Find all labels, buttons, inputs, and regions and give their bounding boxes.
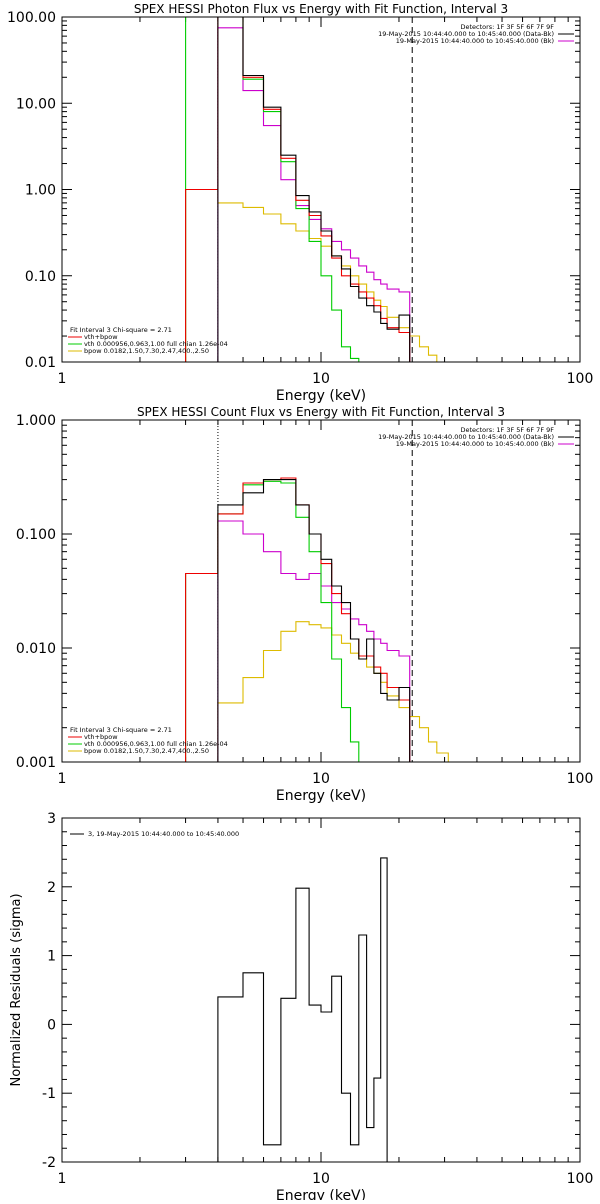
y-tick-label: 0.010: [16, 641, 56, 657]
series-bk: [217, 520, 411, 762]
plot-frame: [61, 419, 581, 763]
chart-title: SPEX HESSI Photon Flux vs Energy with Fi…: [134, 2, 508, 16]
legend-fit-entry: Fit Interval 3 Chi-square = 2.71: [70, 726, 172, 734]
series-total: [185, 17, 411, 362]
series-data: [217, 17, 411, 362]
legend-top-entry: 19-May-2015 10:44:40.000 to 10:45:40.000…: [396, 440, 554, 448]
y-tick-label: 0.01: [25, 355, 56, 371]
x-tick-label: 100: [567, 771, 594, 787]
legend-top-entry: 19-May-2015 10:44:40.000 to 10:45:40.000…: [378, 30, 554, 38]
y-tick-label: 10.00: [16, 96, 56, 112]
x-tick-label: 10: [312, 371, 330, 387]
y-tick-label: 100.00: [7, 10, 56, 26]
y-tick-label: 3: [47, 811, 56, 827]
series-vth: [185, 480, 360, 762]
x-tick-label: 100: [567, 1171, 594, 1187]
y-axis-label: Normalized Residuals (sigma): [9, 893, 24, 1086]
series-total: [185, 477, 411, 762]
x-tick-label: 100: [567, 371, 594, 387]
chart-panel-3: 1 10 100 Energy (keV) -2 -1 0 1 2 3 Normalized Res…: [9, 811, 594, 1204]
y-tick-label: 1.00: [25, 183, 56, 199]
chart-panel-1: SPEX HESSI Photon Flux vs Energy with Fi…: [7, 2, 593, 404]
x-axis-label: Energy (keV): [276, 788, 366, 804]
chart-title: SPEX HESSI Count Flux vs Energy with Fit…: [137, 405, 505, 419]
series-bpow: [217, 621, 459, 762]
series-bk: [217, 27, 411, 362]
y-tick-label: -1: [42, 1086, 56, 1102]
x-axis-label: Energy (keV): [276, 1188, 366, 1200]
chart-panel-2: SPEX HESSI Count Flux vs Energy with Fit…: [16, 405, 593, 804]
x-tick-label: 1: [58, 1171, 67, 1187]
series-data: [217, 857, 410, 1162]
series-data: [217, 479, 411, 762]
y-tick-label: 0.100: [16, 527, 56, 543]
legend-top-entry: Detectors: 1F 3F 5F 6F 7F 9F: [460, 426, 554, 434]
x-tick-label: 1: [58, 371, 67, 387]
legend-top-entry: 19-May-2015 10:44:40.000 to 10:45:40.000…: [378, 433, 554, 441]
y-tick-label: 1.000: [16, 413, 56, 429]
legend-fit-entry: vth 0.000956,0.963,1.00 full chian 1.26e…: [84, 740, 228, 748]
plot-frame: [61, 16, 581, 363]
x-axis-label: Energy (keV): [276, 388, 366, 404]
legend-top-entry: 19-May-2015 10:44:40.000 to 10:45:40.000…: [396, 37, 554, 45]
y-tick-label: 0.10: [25, 269, 56, 285]
x-tick-label: 10: [312, 1171, 330, 1187]
y-tick-label: 0: [47, 1017, 56, 1033]
legend-top-entry: Detectors: 1F 3F 5F 6F 7F 9F: [460, 23, 554, 31]
legend-residual-entry: 3, 19-May-2015 10:44:40.000 to 10:45:40.…: [88, 830, 239, 838]
x-tick-label: 10: [312, 771, 330, 787]
x-tick-label: 1: [58, 771, 67, 787]
y-tick-label: 2: [47, 880, 56, 896]
legend-fit-entry: bpow 0.0182,1.50,7.30,2.47,400.,2.50: [84, 347, 209, 355]
legend-fit-entry: vth+bpow: [84, 333, 118, 341]
legend-fit-entry: vth+bpow: [84, 733, 118, 741]
y-tick-label: 0.001: [16, 755, 56, 771]
legend-fit-entry: bpow 0.0182,1.50,7.30,2.47,400.,2.50: [84, 747, 209, 755]
y-tick-label: -2: [42, 1155, 56, 1171]
y-tick-label: 1: [47, 949, 56, 965]
legend-fit-entry: Fit Interval 3 Chi-square = 2.71: [70, 326, 172, 334]
legend-fit-entry: vth 0.000956,0.963,1.00 full chian 1.26e…: [84, 340, 228, 348]
plot-frame: [61, 817, 581, 1163]
